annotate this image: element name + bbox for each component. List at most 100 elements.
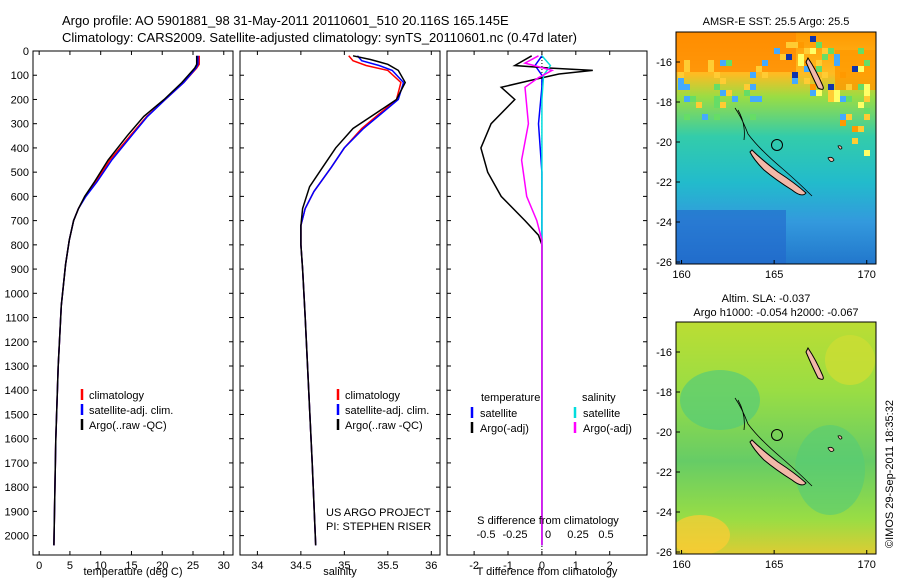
depth-tick-label: 1200 [5,337,29,349]
vanuatu-island [805,57,824,90]
loyalty-islands [827,145,843,162]
x-tick-label: -2 [469,560,479,572]
sst-pixel [684,96,690,102]
series-line [480,55,593,546]
sst-map-title: AMSR-E SST: 25.5 Argo: 25.5 [703,16,850,28]
sst-pixel [786,42,792,48]
sst-pixel [804,66,810,72]
sst-pixel [864,90,870,96]
top-axis-label: S difference from climatology [477,515,619,527]
x-axis-label: T difference from climatology [477,566,618,578]
sst-pixel [792,78,798,84]
sst-pixel [708,60,714,66]
sla-blob-4 [825,335,875,385]
sst-pixel [714,96,720,102]
sst-pixel [864,108,870,114]
x-axis-label: salinity [323,566,357,578]
sst-pixel [708,66,714,72]
sst-pixel [720,90,726,96]
legend-entry: satellite-adj. clim. [89,405,173,417]
sst-pixel [834,96,840,102]
sla-blob-3 [676,515,730,554]
sst-pixel [798,42,804,48]
lat-tick-label: -16 [656,347,672,359]
sst-pixel [852,66,858,72]
sst-pixel [750,72,756,78]
sst-pixel [846,96,852,102]
x-tick-label: 34 [251,560,263,572]
sst-pixel [816,66,822,72]
sst-pixel [732,96,738,102]
header-line1: Argo profile: AO 5901881_98 31-May-2011 … [62,13,509,28]
depth-tick-label: 1500 [5,409,29,421]
argo-location-marker [771,139,783,151]
sst-pixel [864,96,870,102]
plot-frame [446,50,648,556]
sst-pixel [834,90,840,96]
sst-pixel [714,114,720,120]
sst-pixel [828,96,834,102]
depth-tick-label: 1100 [5,313,29,325]
sst-pixel [816,90,822,96]
sst-pixel [684,60,690,66]
legend-entry: satellite [583,408,620,420]
sst-pixel [864,84,870,90]
sst-cool-patch [676,210,786,264]
sst-pixel [792,72,798,78]
sla-blob-1 [680,370,760,430]
sst-pixel [864,114,870,120]
x-tick-label: 15 [125,560,137,572]
sst-pixel [822,48,828,54]
sst-pixel [834,60,840,66]
profile-panel-1: 0100200300400500600700800900100011001200… [5,46,234,578]
sla-map: Altim. SLA: -0.037 Argo h1000: -0.054 h2… [656,293,877,571]
sst-pixel [840,120,846,126]
lat-tick-label: -26 [656,547,672,559]
x-tick-label: -1 [503,560,513,572]
loyalty-islands-2 [827,435,843,452]
sst-pixel [858,66,864,72]
vanuatu-island-2 [805,347,824,380]
sst-pixel [702,114,708,120]
new-caledonia-coast [749,149,807,196]
reef-outline-2 [734,397,813,487]
x-tick-label: 35.5 [377,560,398,572]
lat-tick-label: -22 [656,177,672,189]
sst-pixel [750,84,756,90]
sst-pixel [678,78,684,84]
x-tick-label: 5 [67,560,73,572]
lon-tick-label: 170 [858,269,876,281]
x-tick-label: 0 [36,560,42,572]
sst-pixel [822,72,828,78]
sst-pixel [684,84,690,90]
depth-tick-label: 1900 [5,506,29,518]
legend-title-salinity: salinity [582,392,616,404]
lon-tick-label: 165 [765,559,783,571]
sst-pixel [792,42,798,48]
profile-panel-2: 34 34.5 35 35.5 36 salinity climatology satelli… [239,50,441,578]
depth-tick-label: 1000 [5,288,29,300]
sst-pixel [840,114,846,120]
sst-pixel [714,102,720,108]
series-line [53,55,198,546]
x-tick-label: 30 [218,560,230,572]
top-tick-label: -0.25 [502,529,527,541]
sst-pixel [744,90,750,96]
sst-pixel [684,114,690,120]
sst-pixel [816,60,822,66]
sst-pixel [780,54,786,60]
x-tick-label: 20 [156,560,168,572]
legend-entry: Argo(-adj) [480,423,529,435]
legend-entry: Argo(-adj) [583,423,632,435]
sst-pixel [804,48,810,54]
sst-pixel [852,138,858,144]
sst-pixel [720,78,726,84]
plot-frame [32,50,234,556]
sst-pixel [858,48,864,54]
legend-entry: Argo(..raw -QC) [345,420,423,432]
project-annotation: PI: STEPHEN RISER [326,521,431,533]
sst-pixel [864,150,870,156]
sst-map: AMSR-E SST: 25.5 Argo: 25.5 160 165 170 -16… [656,16,877,281]
sst-pixel [714,84,720,90]
